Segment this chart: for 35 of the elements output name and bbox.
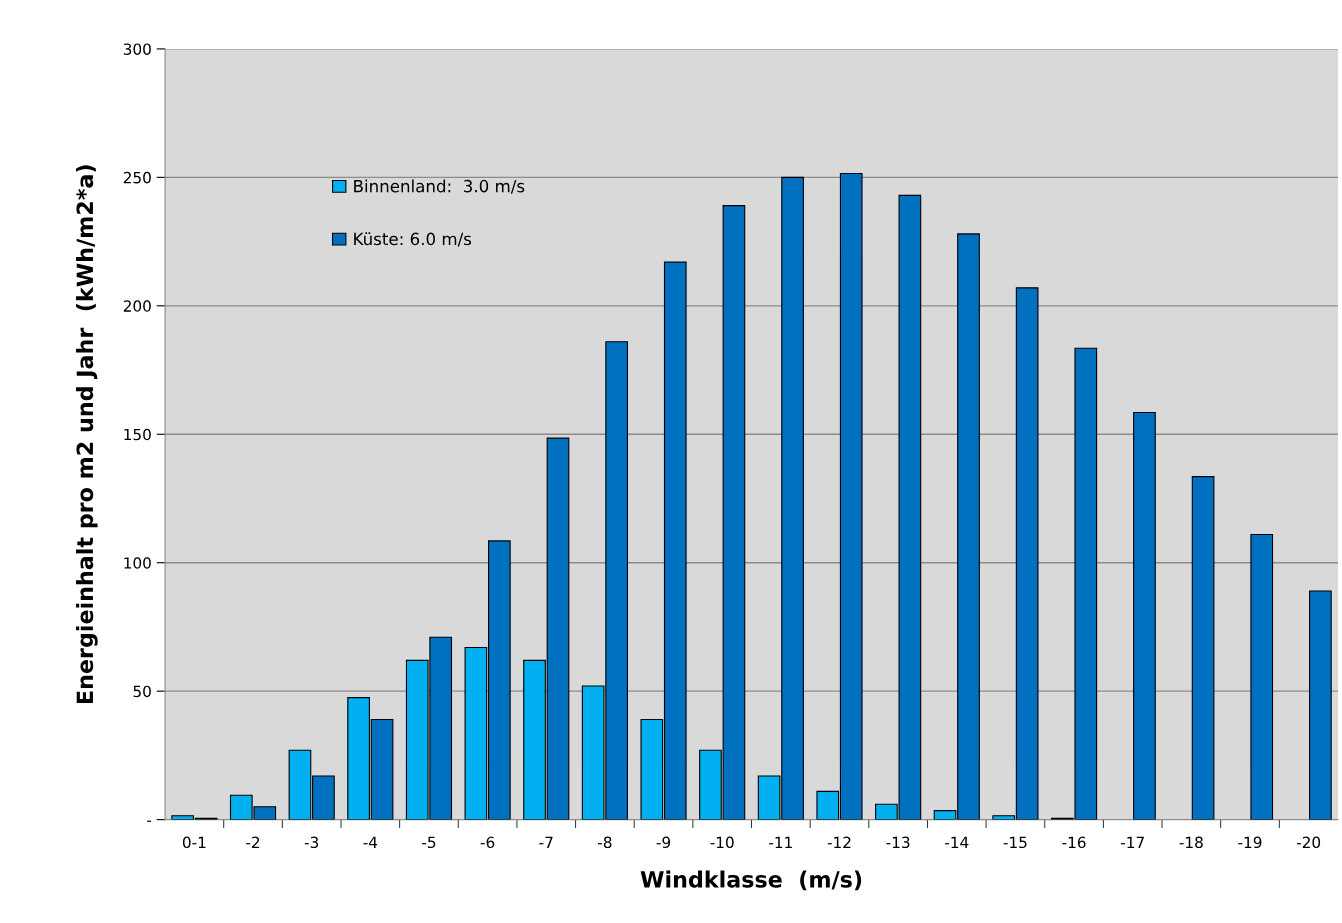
x-tick-label: 0-1 — [182, 836, 206, 849]
legend-label: Binnenland: 3.0 m/s — [354, 179, 525, 194]
x-tick-label: -8 — [598, 836, 612, 849]
y-tick-label: 300 — [123, 43, 151, 55]
x-tick-label: -17 — [1120, 836, 1144, 848]
y-tick-label: 250 — [123, 171, 151, 184]
x-tick-label: -11 — [769, 836, 792, 848]
x-tick-label: -20 — [1296, 836, 1321, 849]
x-tick-label: -4 — [363, 836, 378, 848]
bar — [1191, 476, 1215, 820]
y-tick-label: - — [147, 820, 152, 822]
x-tick-label: -7 — [539, 836, 553, 848]
legend-label: Küste: 6.0 m/s — [354, 232, 472, 247]
x-tick-label: -13 — [886, 836, 910, 849]
y-tick-label: 150 — [124, 428, 151, 441]
x-tick-label: -10 — [710, 836, 734, 849]
x-tick-label: -19 — [1238, 836, 1262, 849]
bar — [1133, 411, 1156, 820]
x-tick-label: -15 — [1003, 836, 1027, 849]
bar — [1250, 533, 1274, 820]
x-tick-label: -3 — [304, 836, 319, 849]
x-tick-label: -12 — [827, 836, 851, 848]
x-tick-label: -5 — [422, 836, 436, 849]
x-axis-title: Windklasse (m/s) — [640, 870, 862, 891]
x-tick-label: -16 — [1062, 836, 1086, 849]
x-tick-label: -6 — [480, 836, 495, 849]
y-tick-label: 50 — [133, 685, 151, 698]
x-tick-label: -18 — [1179, 836, 1203, 849]
x-tick-label: -14 — [945, 836, 969, 848]
y-tick-label: 100 — [124, 557, 151, 569]
y-axis-title: Energieinhalt pro m2 und Jahr (kWh/m2*a) — [76, 165, 98, 704]
bar — [1309, 590, 1332, 820]
x-tick-label: -2 — [246, 836, 260, 848]
x-tick-label: -9 — [656, 836, 671, 849]
y-tick-label: 200 — [123, 300, 151, 312]
